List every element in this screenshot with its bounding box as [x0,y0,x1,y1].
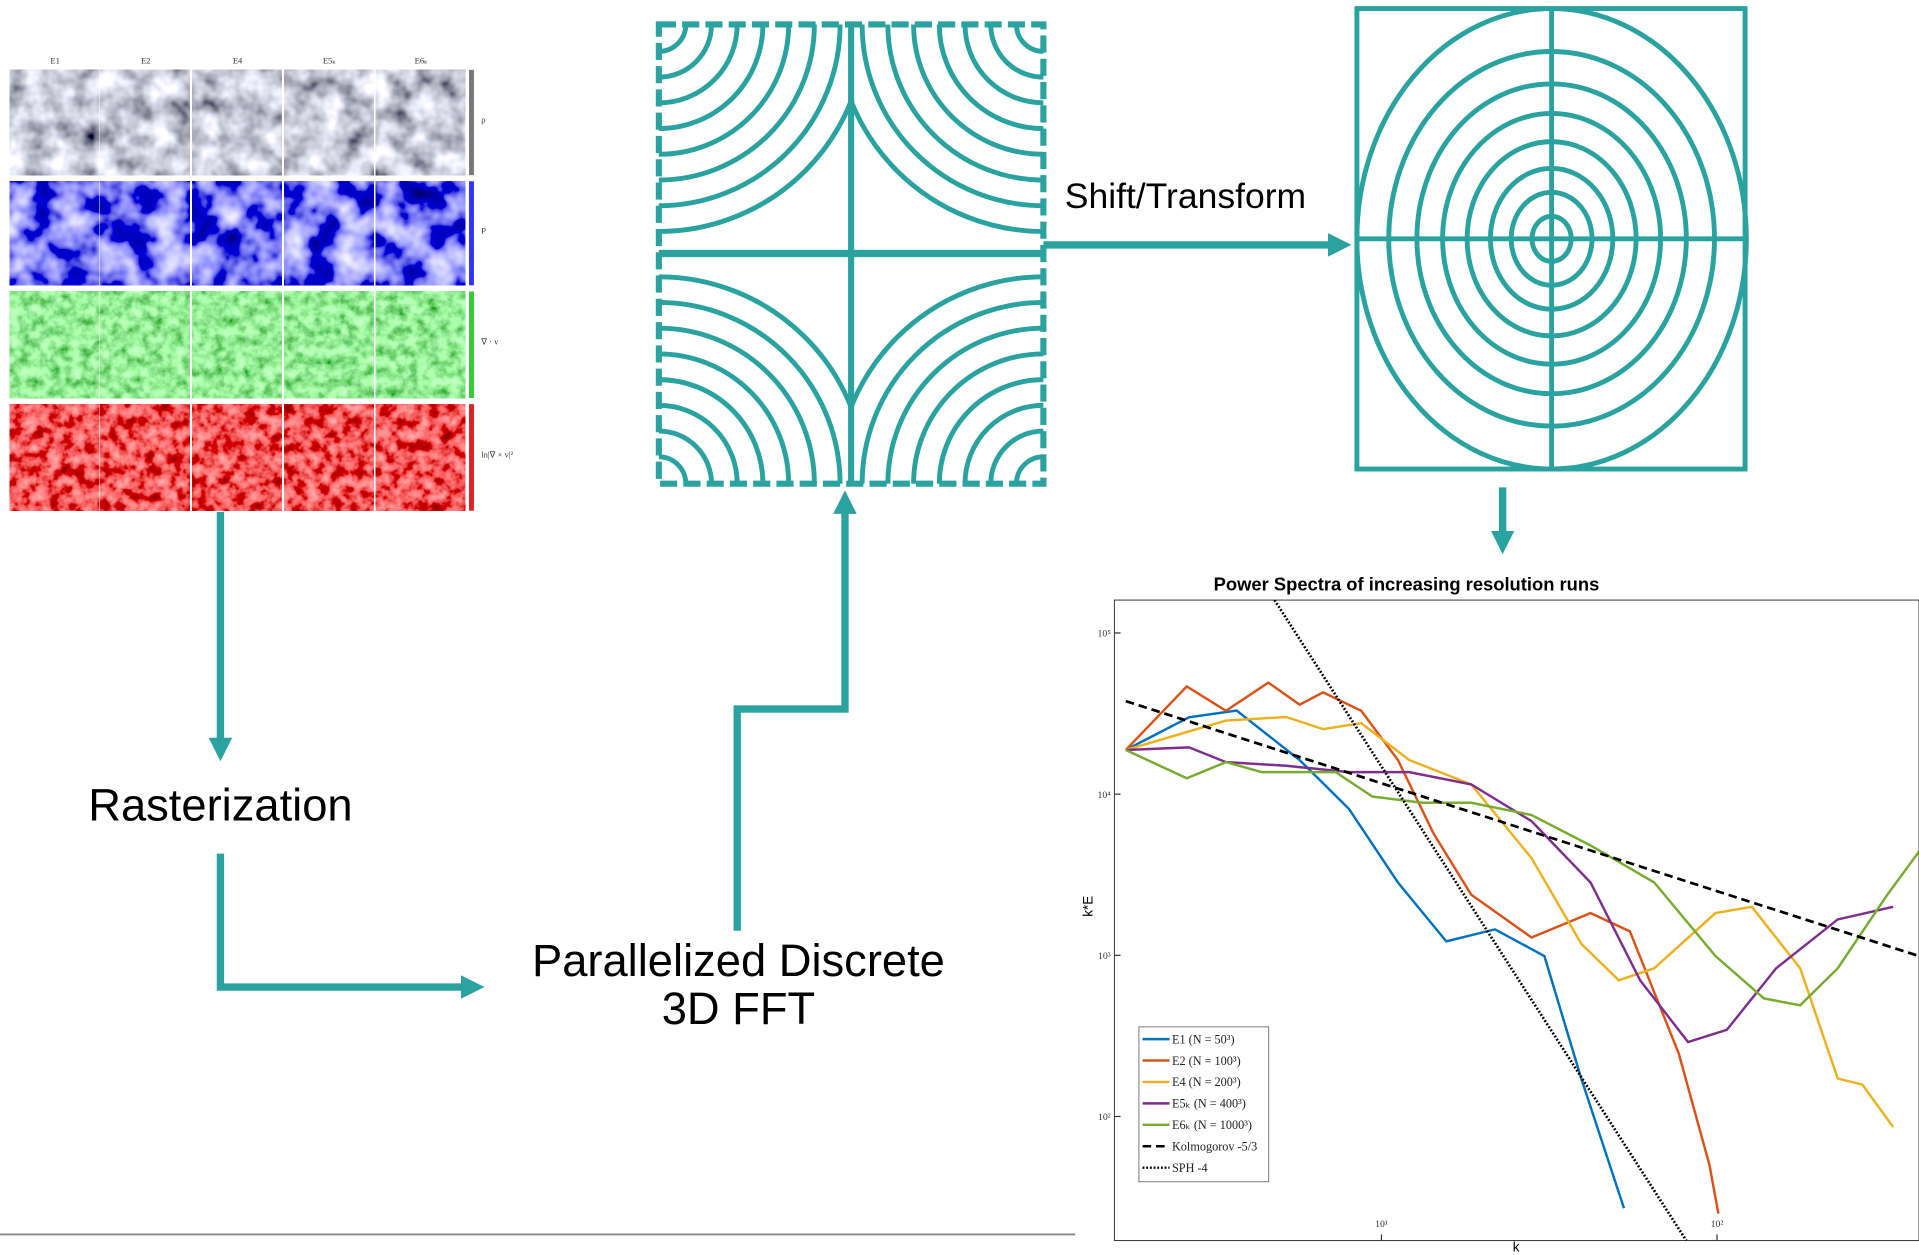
shift-label: Shift/Transform [1065,176,1306,216]
colorbar [469,181,474,285]
colorbar [469,291,474,398]
panel-image [10,291,99,398]
panel-image [376,181,465,285]
legend-label: E6ₖ (N = 1000³) [1172,1118,1252,1132]
chart-title: Power Spectra of increasing resolution r… [1214,573,1600,594]
row-label: ρ [481,114,485,124]
legend-label: SPH -4 [1172,1161,1208,1175]
diagram: E1 E2 E4 E5ₖ E6ₖ ρ P ∇ · v ln|∇ × v|² Rasterizat… [0,0,1919,1255]
shifted-grid-icon [1357,9,1746,469]
simulation-panels: E1 E2 E4 E5ₖ E6ₖ ρ P ∇ · v ln|∇ × v|² [10,56,514,511]
panel-image [284,404,373,511]
grid-arc [555,0,763,129]
legend-label: E4 (N = 200³) [1172,1075,1241,1089]
panel-image [376,404,465,511]
panel-image [100,291,189,398]
panel-image [100,181,189,285]
panel-image [192,291,281,398]
panel-image [284,70,373,175]
legend-label: Kolmogorov -5/3 [1172,1140,1257,1154]
legend-label: E5ₖ (N = 400³) [1172,1097,1246,1111]
rasterization-label: Rasterization [88,780,352,831]
row-label: P [481,225,486,235]
panel-image [192,70,281,175]
page: E1 E2 E4 E5ₖ E6ₖ ρ P ∇ · v ln|∇ × v|² Rasterizat… [0,0,1919,1255]
panel-image [284,181,373,285]
x-tick-label: 10² [1711,1219,1724,1230]
x-tick-label: 10¹ [1375,1219,1388,1230]
y-tick-label: 10² [1098,1112,1111,1123]
legend-label: E1 (N = 50³) [1172,1032,1235,1046]
panel-image [192,181,281,285]
column-label: E2 [141,56,151,66]
y-tick-label: 10⁵ [1098,629,1111,640]
panel-image [376,70,465,175]
column-label: E4 [233,56,243,66]
arrow [737,502,845,931]
y-tick-label: 10³ [1098,951,1111,962]
column-label: E1 [50,56,60,66]
spectrum-chart: Power Spectra of increasing resolution r… [1080,573,1919,1254]
panel-image [10,70,99,175]
y-axis-label: k*E [1080,896,1095,917]
panel-image [10,404,99,511]
panel-image [192,404,281,511]
panel-image [100,70,189,175]
panel-image [100,404,189,511]
legend-label: E2 (N = 100³) [1172,1054,1241,1068]
panel-image [10,181,99,285]
grid-arc [606,0,711,77]
panel-image [376,291,465,398]
fft-label: 3D FFT [662,983,816,1034]
column-label: E6ₖ [415,56,429,66]
colorbar [469,404,474,511]
panel-image [284,291,373,398]
row-label: ∇ · v [480,337,499,347]
column-label: E5ₖ [323,56,337,66]
fft-grid-icon [452,0,1250,691]
colorbar [469,70,474,175]
arrow [220,854,472,987]
row-label: ln|∇ × v|² [481,449,513,459]
x-axis-label: k [1513,1240,1520,1255]
fft-label: Parallelized Discrete [532,935,945,986]
y-tick-label: 10⁴ [1098,790,1112,801]
